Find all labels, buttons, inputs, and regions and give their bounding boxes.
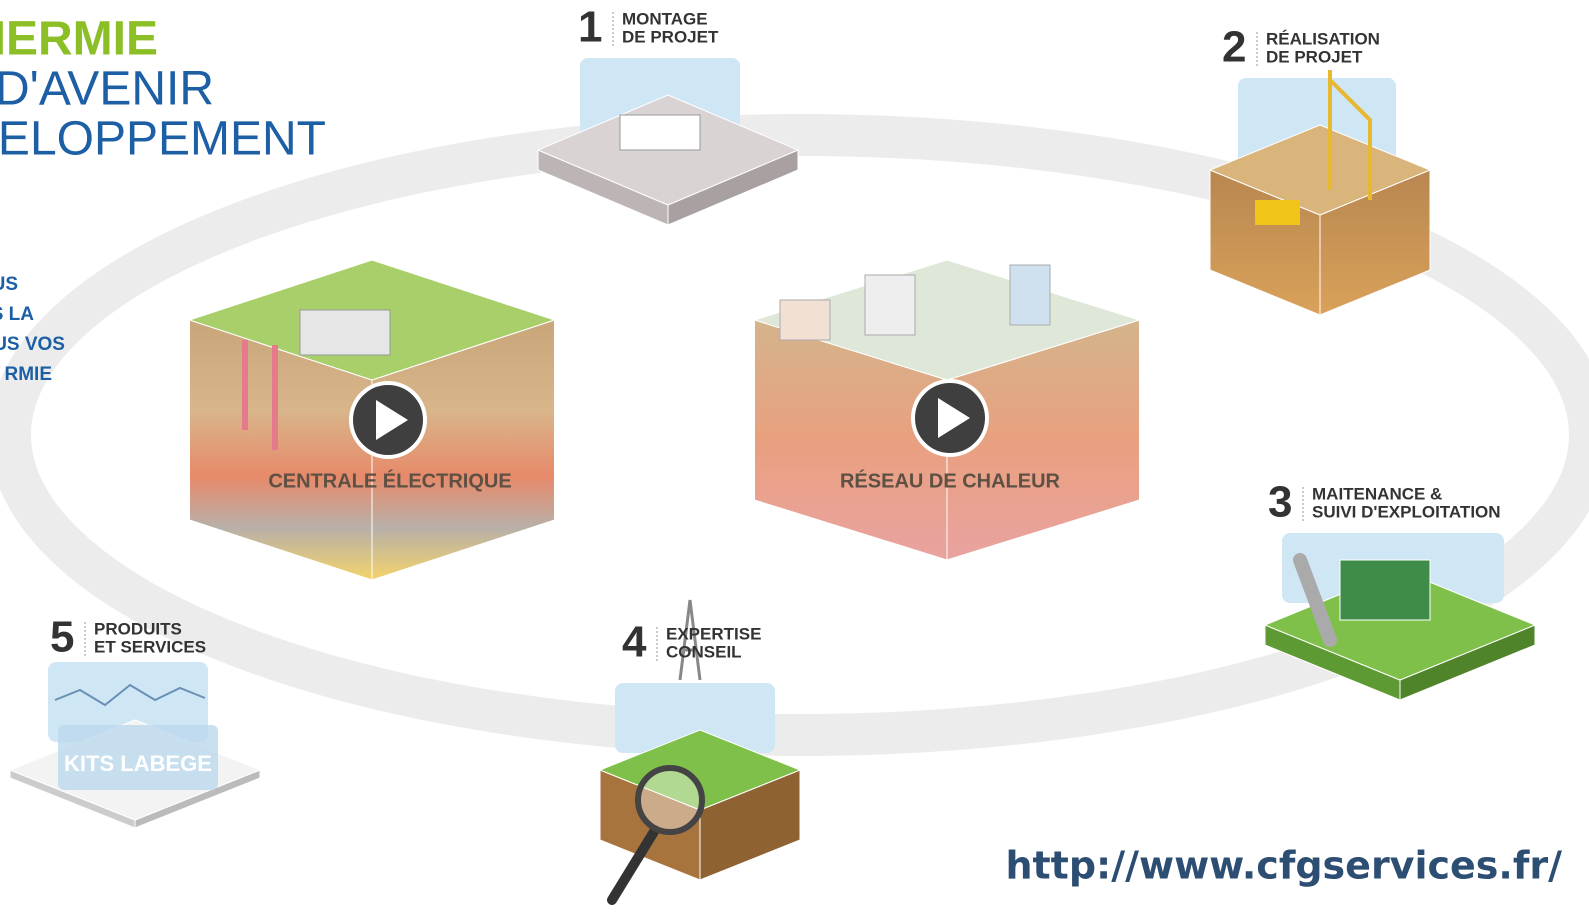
table <box>620 115 700 150</box>
url-link[interactable]: http://www.cfgservices.fr/ <box>1005 844 1562 888</box>
illustrations: KITS LABEGE <box>10 58 1535 900</box>
play-button[interactable] <box>351 383 425 457</box>
plant-building <box>1340 560 1430 620</box>
step-text: PRODUITS <box>94 619 182 638</box>
step-text: MAITENANCE & <box>1312 484 1442 503</box>
play-button[interactable] <box>913 381 987 455</box>
title-line: HERMIE <box>0 13 158 66</box>
step-number: 3 <box>1268 478 1292 527</box>
step-text: SUIVI D'EXPLOITATION <box>1312 502 1501 521</box>
step-number: 4 <box>622 618 647 667</box>
plant <box>300 310 390 355</box>
step-text: MONTAGE <box>622 9 708 28</box>
bulldozer <box>1255 200 1300 225</box>
magnifier <box>638 768 702 832</box>
title-line: VELOPPEMENT <box>0 113 326 166</box>
video-label: RÉSEAU DE CHALEUR <box>840 469 1061 492</box>
step-text: RÉALISATION <box>1266 29 1380 48</box>
intro-line: US VOS <box>0 334 65 355</box>
intro-line: S LA <box>0 304 34 325</box>
step-number: 1 <box>578 3 602 52</box>
infographic: KITS LABEGE HERMIE D'AVENIR VELOPPEMENT … <box>0 0 1589 919</box>
step-text: DE PROJET <box>1266 47 1363 66</box>
step-text: EXPERTISE <box>666 624 761 643</box>
building <box>1010 265 1050 325</box>
intro-line: RMIE <box>5 364 53 385</box>
step-text: DE PROJET <box>622 27 719 46</box>
building <box>865 275 915 335</box>
step-text: ET SERVICES <box>94 637 206 656</box>
title-line: D'AVENIR <box>0 63 214 116</box>
step-text: CONSEIL <box>666 642 742 661</box>
video-label: CENTRALE ÉLECTRIQUE <box>268 469 511 492</box>
building <box>780 300 830 340</box>
kit-label: KITS LABEGE <box>64 751 212 776</box>
intro-line: US <box>0 274 18 295</box>
step-number: 5 <box>50 613 74 662</box>
step-number: 2 <box>1222 23 1246 72</box>
